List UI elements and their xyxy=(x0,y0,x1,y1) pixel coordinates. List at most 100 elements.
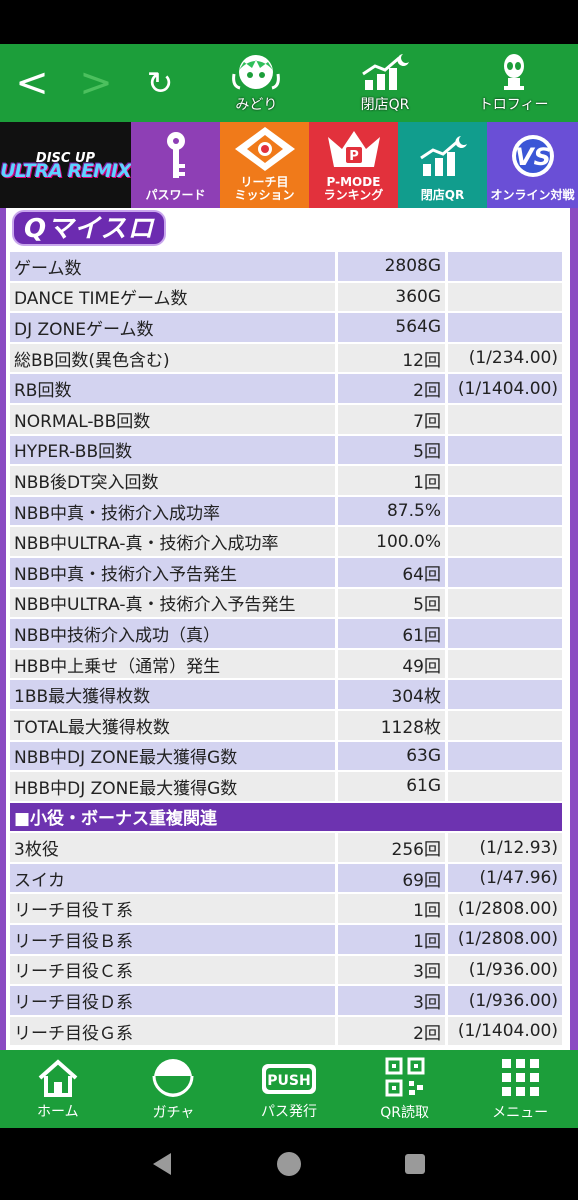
status-bar xyxy=(0,0,578,44)
nav-closing-qr[interactable]: 閉店QR xyxy=(321,44,450,122)
system-nav-bar xyxy=(0,1128,578,1200)
stat-rate: (1/1404.00) xyxy=(448,374,562,403)
stat-value: 12回 xyxy=(338,343,448,373)
section-title: ■小役・ボーナス重複関連 xyxy=(10,802,562,832)
nav-midori-label: みどり xyxy=(235,97,278,113)
table-row: リーチ目役Ｂ系 1回 (1/2808.00) xyxy=(10,925,562,954)
table-row: スイカ 69回 (1/47.96) xyxy=(10,863,562,893)
table-row: HYPER-BB回数 5回 xyxy=(10,435,562,465)
stat-rate xyxy=(448,496,562,526)
bottom-nav: ホーム ガチャ PUSH パス発行 QR読取 メニュー xyxy=(0,1050,578,1128)
table-row: リーチ目役Ｃ系 3回 (1/936.00) xyxy=(10,955,562,985)
back-button[interactable]: < xyxy=(0,44,64,122)
gacha-icon xyxy=(152,1058,194,1097)
stat-label: NBB中真・技術介入成功率 xyxy=(10,496,338,526)
menu-pmode-ranking[interactable]: P P-MODE ランキング xyxy=(309,122,398,208)
stat-rate xyxy=(448,404,562,434)
stat-label: HBB中DJ ZONE最大獲得G数 xyxy=(10,772,338,801)
stat-value: 256回 xyxy=(338,833,448,862)
chart-up-icon xyxy=(419,135,467,176)
table-row: NBB中ULTRA-真・技術介入予告発生 5回 xyxy=(10,588,562,618)
game-logo: DISC UP ULTRA REMIX xyxy=(0,122,132,208)
nav-trophy[interactable]: トロフィー xyxy=(449,44,578,122)
table-row: 総BB回数(異色含む) 12回 (1/234.00) xyxy=(10,343,562,373)
stat-label: リーチ目役Ｔ系 xyxy=(10,894,338,924)
stat-label: HYPER-BB回数 xyxy=(10,435,338,465)
stats-table: ゲーム数 2808G DANCE TIMEゲーム数 360G DJ ZONEゲーム数 56… xyxy=(10,250,562,1047)
table-row: NBB中真・技術介入成功率 87.5% xyxy=(10,496,562,526)
system-back-icon[interactable] xyxy=(149,1150,177,1178)
menu-reach-mission[interactable]: リーチ目 ミッション xyxy=(220,122,309,208)
table-row: 1BB最大獲得枚数 304枚 xyxy=(10,680,562,709)
menu-grid-icon xyxy=(502,1058,540,1096)
stat-label: リーチ目役Ｄ系 xyxy=(10,986,338,1015)
stat-value: 2回 xyxy=(338,1016,448,1046)
stat-label: 3枚役 xyxy=(10,833,338,862)
top-nav: < > ↻ みどり 閉店QR トロフィー xyxy=(0,44,578,122)
bottom-nav-gacha[interactable]: ガチャ xyxy=(116,1050,232,1128)
stat-label: TOTAL最大獲得枚数 xyxy=(10,710,338,740)
menu-password[interactable]: パスワード xyxy=(131,122,220,208)
stat-label: NBB中真・技術介入予告発生 xyxy=(10,557,338,587)
reload-button[interactable]: ↻ xyxy=(128,44,192,122)
bottom-nav-home-label: ホーム xyxy=(37,1103,79,1120)
stat-rate: (1/12.93) xyxy=(448,833,562,862)
table-row: NBB中DJ ZONE最大獲得G数 63G xyxy=(10,741,562,771)
stat-rate xyxy=(448,649,562,679)
qr-scan-icon xyxy=(385,1057,425,1096)
stat-value: 3回 xyxy=(338,955,448,985)
stat-value: 61G xyxy=(338,772,448,801)
bottom-nav-home[interactable]: ホーム xyxy=(0,1050,116,1128)
table-row: HBB中DJ ZONE最大獲得G数 61G xyxy=(10,772,562,801)
stat-rate xyxy=(448,313,562,342)
stat-value: 69回 xyxy=(338,863,448,893)
system-home-icon[interactable] xyxy=(275,1150,303,1178)
menu-online-battle[interactable]: VS オンライン対戦 xyxy=(487,122,578,208)
stat-label: NBB中DJ ZONE最大獲得G数 xyxy=(10,741,338,771)
bottom-nav-menu[interactable]: メニュー xyxy=(462,1050,578,1128)
stat-rate xyxy=(448,282,562,312)
bottom-nav-qr-label: QR読取 xyxy=(380,1104,429,1121)
nav-midori[interactable]: みどり xyxy=(192,44,321,122)
bottom-nav-qr[interactable]: QR読取 xyxy=(347,1050,463,1128)
stat-value: 1128枚 xyxy=(338,710,448,740)
table-row: NBB後DT突入回数 1回 xyxy=(10,466,562,495)
stat-rate: (1/2808.00) xyxy=(448,925,562,954)
stat-label: 1BB最大獲得枚数 xyxy=(10,680,338,709)
table-row: リーチ目役Ｄ系 3回 (1/936.00) xyxy=(10,986,562,1015)
logo-main-text: ULTRA REMIX xyxy=(0,160,132,182)
home-icon xyxy=(38,1058,78,1097)
nav-closing-qr-label: 閉店QR xyxy=(360,97,410,113)
push-text: PUSH xyxy=(267,1073,310,1089)
stat-rate xyxy=(448,527,562,556)
content-area[interactable]: Qマイスロ ゲーム数 2808G DANCE TIMEゲーム数 360G DJ ZONE… xyxy=(0,208,578,1050)
table-row: DJ ZONEゲーム数 564G xyxy=(10,313,562,342)
forward-button[interactable]: > xyxy=(64,44,128,122)
bottom-nav-pass[interactable]: PUSH パス発行 xyxy=(231,1050,347,1128)
stat-rate xyxy=(448,252,562,281)
svg-text:VS: VS xyxy=(515,143,551,171)
bottom-nav-menu-label: メニュー xyxy=(492,1104,549,1121)
menu-closing-qr[interactable]: 閉店QR xyxy=(398,122,487,208)
stat-value: 61回 xyxy=(338,619,448,648)
table-row: NBB中真・技術介入予告発生 64回 xyxy=(10,557,562,587)
stat-label: NBB後DT突入回数 xyxy=(10,466,338,495)
table-row: ゲーム数 2808G xyxy=(10,252,562,281)
game-menu-row: DISC UP ULTRA REMIX パスワード リーチ目 ミッション P P… xyxy=(0,122,578,208)
stat-value: 1回 xyxy=(338,466,448,495)
table-row: NBB中ULTRA-真・技術介入成功率 100.0% xyxy=(10,527,562,556)
table-row: DANCE TIMEゲーム数 360G xyxy=(10,282,562,312)
stat-label: NBB中ULTRA-真・技術介入予告発生 xyxy=(10,588,338,618)
stat-rate: (1/234.00) xyxy=(448,343,562,373)
key-icon xyxy=(166,131,185,178)
stat-value: 2回 xyxy=(338,374,448,403)
system-recents-icon[interactable] xyxy=(401,1150,429,1178)
stat-label: スイカ xyxy=(10,863,338,893)
stat-value: 64回 xyxy=(338,557,448,587)
stat-value: 2808G xyxy=(338,252,448,281)
stat-value: 5回 xyxy=(338,588,448,618)
stat-value: 564G xyxy=(338,313,448,342)
stat-value: 304枚 xyxy=(338,680,448,709)
stat-value: 7回 xyxy=(338,404,448,434)
stat-value: 1回 xyxy=(338,894,448,924)
